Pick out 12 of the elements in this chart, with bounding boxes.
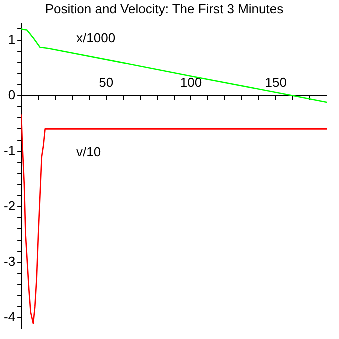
x-tick-label: 150 — [265, 75, 287, 90]
y-tick-label: -3 — [4, 254, 16, 270]
y-tick-label: 1 — [8, 32, 16, 47]
y-tick-label: -2 — [4, 198, 16, 214]
y-tick-label: -4 — [4, 310, 16, 325]
series-label: v/10 — [76, 144, 102, 160]
x-tick-label: 100 — [180, 75, 202, 90]
x-tick-label: 50 — [99, 75, 114, 90]
y-tick-label: -1 — [4, 142, 16, 158]
series-label: x/1000 — [76, 30, 116, 46]
y-tick-label: 0 — [8, 87, 16, 102]
chart-title: Position and Velocity: The First 3 Minutes — [45, 1, 284, 16]
